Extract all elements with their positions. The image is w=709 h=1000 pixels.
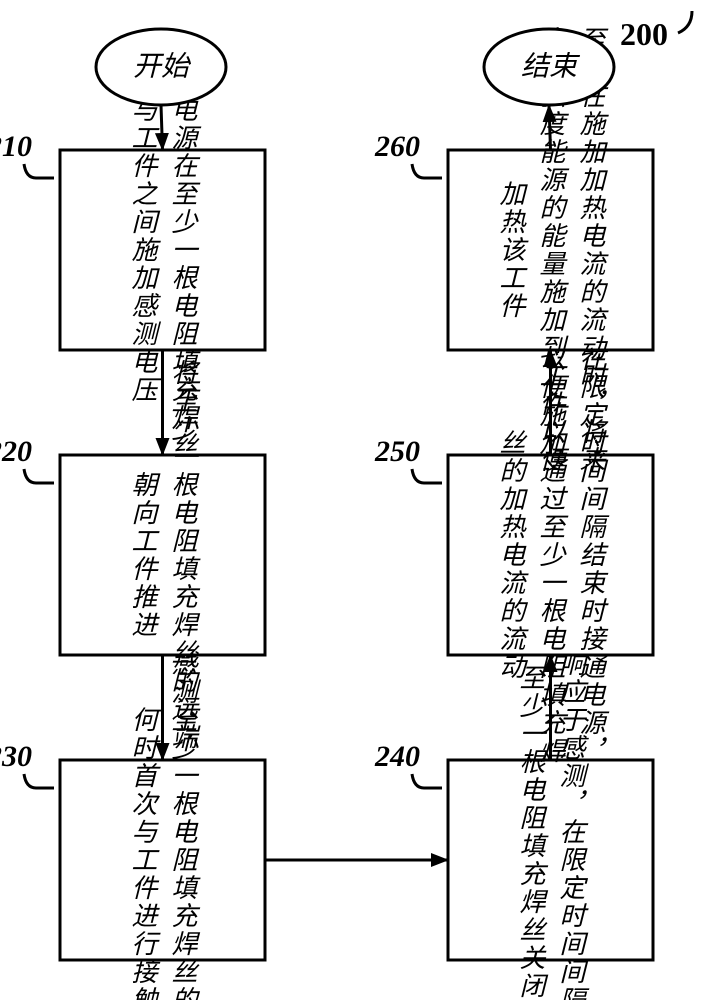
step-210 <box>60 150 265 350</box>
ref-hook-220 <box>24 469 36 483</box>
step-260-text-line-2: 加热该工件 <box>495 180 525 320</box>
start-label: 开始 <box>133 52 192 83</box>
step-220-text-line-1: 朝向工件推进 <box>127 471 157 639</box>
ref-label-260: 260 <box>374 130 420 163</box>
labels-layer: 200 <box>620 11 692 52</box>
arrow-start-210 <box>161 105 163 150</box>
ref-hook-230 <box>24 774 36 788</box>
ref-hook-250 <box>412 469 424 483</box>
step-240 <box>448 760 653 960</box>
step-210-text-line-1: 与工件之间施加感测电压 <box>126 96 157 404</box>
ref-hook-240 <box>412 774 424 788</box>
nodes-layer: 经由电源在至少一根电阻填充焊丝与工件之间施加感测电压将至少一根电阻填充焊丝的远端… <box>60 26 653 1000</box>
end-label: 结束 <box>521 52 581 83</box>
ref-label-240: 240 <box>374 740 420 773</box>
ref-label-210: 210 <box>0 130 32 163</box>
step-230-text-line-0: 感测至少一根电阻填充焊丝的远端 <box>167 650 197 1000</box>
diagram-ref-hook <box>678 11 692 33</box>
diagram-ref-label: 200 <box>620 16 668 52</box>
step-230-text-line-1: 何时首次与工件进行接触 <box>127 706 157 1000</box>
flowchart-canvas: 经由电源在至少一根电阻填充焊丝与工件之间施加感测电压将至少一根电阻填充焊丝的远端… <box>0 0 709 1000</box>
step-220 <box>60 455 265 655</box>
ref-label-230: 230 <box>0 740 32 773</box>
ref-label-250: 250 <box>374 435 420 468</box>
ref-label-220: 220 <box>0 435 32 468</box>
ref-hook-260 <box>412 164 424 178</box>
ref-hook-210 <box>24 164 36 178</box>
step-250-text-line-2: 丝的加热电流的流动 <box>495 429 525 681</box>
step-230 <box>60 760 265 960</box>
terminals-layer: 开始 结束 <box>96 29 614 105</box>
